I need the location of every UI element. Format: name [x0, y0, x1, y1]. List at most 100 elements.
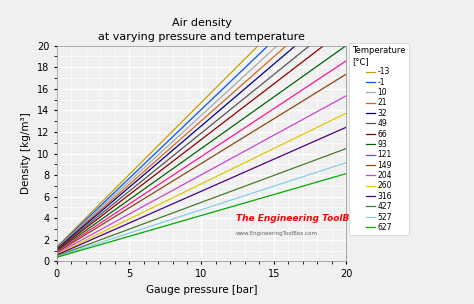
- Line: 316: 316: [57, 127, 346, 255]
- 204: [343, 94, 349, 98]
- 260: [225, 169, 231, 173]
- Line: 260: 260: [57, 113, 346, 254]
- 121: [55, 249, 61, 253]
- 93: [226, 127, 232, 131]
- 527: [225, 199, 231, 203]
- 49: [298, 51, 303, 55]
- -13: [226, 73, 232, 77]
- -13: [55, 244, 61, 248]
- 204: [54, 252, 60, 255]
- 204: [226, 158, 232, 161]
- 93: [343, 44, 349, 47]
- 66: [231, 113, 237, 116]
- 427: [54, 254, 60, 258]
- 427: [225, 191, 231, 194]
- -1: [226, 81, 232, 85]
- 527: [54, 255, 60, 258]
- 93: [231, 123, 237, 127]
- Line: -13: -13: [57, 0, 346, 247]
- 10: [226, 88, 232, 92]
- 427: [343, 147, 349, 150]
- 527: [316, 170, 322, 173]
- 627: [298, 185, 303, 188]
- 260: [316, 125, 322, 128]
- 427: [226, 190, 232, 194]
- 204: [231, 155, 237, 159]
- 627: [316, 180, 322, 183]
- X-axis label: Gauge pressure [bar]: Gauge pressure [bar]: [146, 285, 257, 295]
- Line: 10: 10: [57, 0, 346, 248]
- 427: [298, 164, 303, 167]
- 149: [343, 72, 349, 76]
- 49: [231, 105, 237, 109]
- 316: [225, 178, 231, 181]
- -13: [298, 2, 303, 5]
- -1: [54, 246, 60, 249]
- 149: [231, 142, 237, 145]
- 32: [298, 40, 303, 43]
- 149: [55, 250, 61, 254]
- 93: [54, 249, 60, 253]
- 149: [298, 101, 303, 104]
- 121: [231, 133, 237, 137]
- -1: [225, 82, 231, 86]
- 21: [55, 246, 61, 250]
- Text: The Engineering ToolBox: The Engineering ToolBox: [236, 214, 361, 223]
- 121: [226, 136, 232, 140]
- 21: [54, 247, 60, 250]
- 66: [316, 47, 322, 51]
- 204: [316, 109, 322, 112]
- 627: [226, 206, 232, 209]
- 527: [55, 254, 61, 258]
- 260: [343, 112, 349, 115]
- Line: 121: 121: [57, 61, 346, 252]
- 66: [226, 116, 232, 120]
- 260: [55, 252, 61, 256]
- 204: [298, 119, 303, 123]
- -13: [231, 68, 237, 72]
- 627: [231, 204, 237, 208]
- 10: [316, 5, 322, 9]
- 32: [343, 1, 349, 4]
- 121: [298, 89, 303, 93]
- 121: [343, 59, 349, 63]
- 121: [316, 77, 322, 81]
- -1: [298, 13, 303, 16]
- 66: [55, 248, 61, 251]
- 49: [316, 36, 322, 40]
- 21: [226, 95, 232, 98]
- 627: [225, 206, 231, 209]
- 93: [55, 249, 61, 252]
- 10: [55, 245, 61, 249]
- 32: [55, 246, 61, 250]
- 527: [231, 197, 237, 201]
- Line: 93: 93: [57, 46, 346, 251]
- 149: [226, 145, 232, 148]
- 93: [298, 76, 303, 80]
- 527: [226, 199, 232, 202]
- -13: [225, 74, 231, 78]
- Line: 527: 527: [57, 163, 346, 257]
- 316: [226, 177, 232, 181]
- 66: [54, 248, 60, 252]
- Line: 49: 49: [57, 16, 346, 250]
- Legend: -13, -1, 10, 21, 32, 49, 66, 93, 121, 149, 204, 260, 316, 427, 527, 627: -13, -1, 10, 21, 32, 49, 66, 93, 121, 14…: [349, 43, 409, 235]
- 121: [225, 137, 231, 141]
- 204: [225, 158, 231, 162]
- 49: [226, 109, 232, 112]
- 204: [55, 251, 61, 255]
- 527: [343, 161, 349, 164]
- 32: [226, 100, 232, 104]
- 10: [231, 84, 237, 87]
- 260: [54, 252, 60, 256]
- 49: [225, 110, 231, 113]
- 627: [55, 255, 61, 259]
- 49: [343, 14, 349, 18]
- 93: [316, 63, 322, 67]
- 316: [54, 253, 60, 257]
- Title: Air density
at varying pressure and temperature: Air density at varying pressure and temp…: [98, 18, 305, 42]
- -1: [231, 77, 237, 80]
- 32: [316, 24, 322, 27]
- 149: [54, 250, 60, 254]
- 149: [316, 89, 322, 93]
